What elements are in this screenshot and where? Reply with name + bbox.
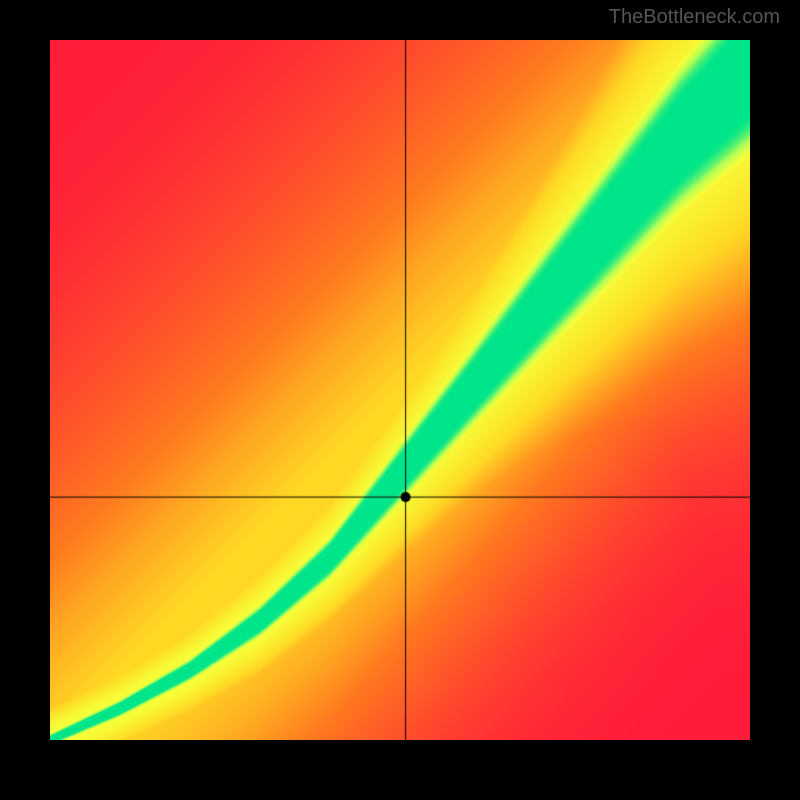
watermark-text: TheBottleneck.com	[609, 6, 780, 29]
heatmap-canvas	[50, 40, 750, 740]
chart-container: TheBottleneck.com	[0, 0, 800, 800]
